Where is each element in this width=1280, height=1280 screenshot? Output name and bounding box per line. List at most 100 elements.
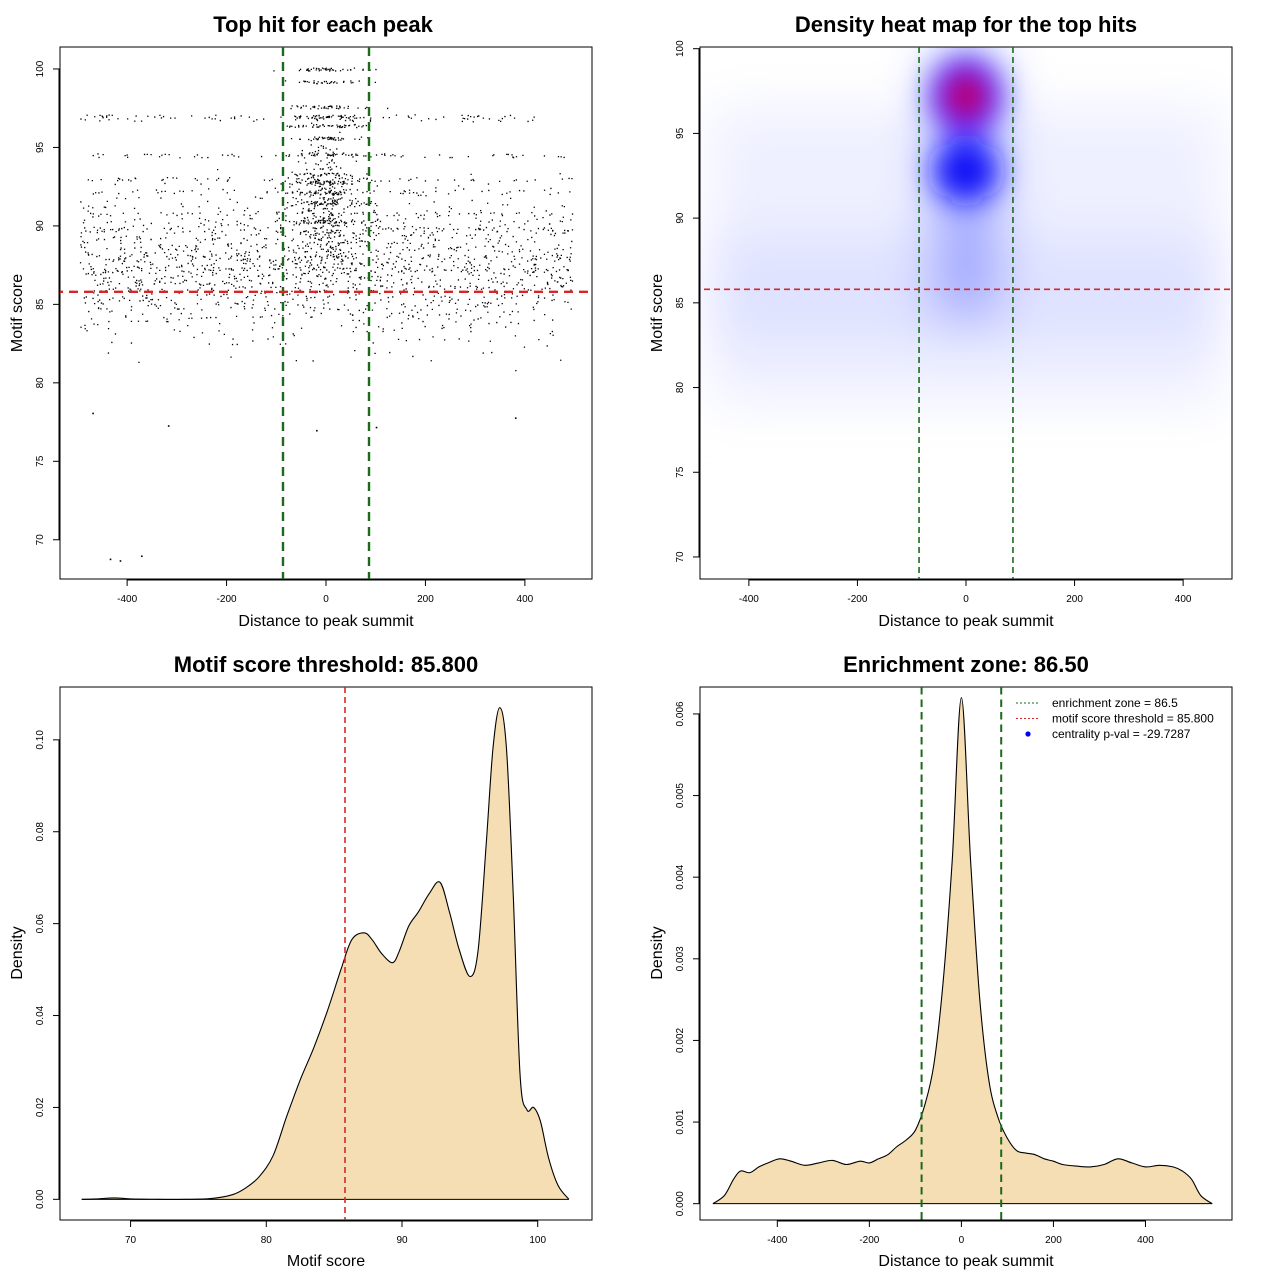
y-tick-label: 0.02 [35, 1097, 46, 1117]
scatter-point [375, 426, 378, 429]
plot-frame [59, 46, 593, 580]
y-tick-label: 0.00 [35, 1189, 46, 1209]
y-tick-label: 75 [35, 455, 46, 467]
x-axis-ticks: -400 -200 0 200 400 [117, 579, 534, 605]
scatter-point [119, 560, 122, 562]
legend-label: enrichment zone = 86.5 [1052, 696, 1178, 710]
x-tick-label: -400 [739, 594, 759, 605]
scatter-point-cloud [79, 67, 574, 372]
density-fill [712, 697, 1213, 1204]
heatmap-panel: Density heat map for the top hits -400 -2… [649, 12, 1233, 630]
y-tick-label: 0.004 [675, 864, 686, 889]
y-tick-label: 0.002 [675, 1027, 686, 1052]
y-tick-label: 95 [35, 141, 46, 153]
y-axis-ticks: 0.000 0.001 0.002 0.003 0.004 0.005 0.006 [675, 701, 700, 1216]
x-tick-label: 400 [517, 594, 534, 605]
y-tick-label: 100 [675, 40, 686, 57]
scatter-point-cloud-path [79, 67, 574, 372]
x-axis-label: Distance to peak summit [238, 613, 414, 630]
scatter-points [92, 412, 517, 562]
y-axis-label: Density [649, 926, 666, 979]
x-tick-label: 70 [125, 1235, 137, 1246]
plot-frame [59, 686, 593, 1221]
x-axis-ticks: -400 -200 0 200 400 [739, 579, 1192, 605]
scatter-point [92, 412, 94, 415]
x-axis-ticks: 70 80 90 100 [125, 1220, 546, 1246]
y-tick-label: 0.04 [35, 1005, 46, 1025]
y-axis-ticks: 70 75 80 85 90 95 100 [675, 40, 700, 563]
plot-frame [699, 686, 1233, 1221]
legend-entry: enrichment zone = 86.5 [1016, 696, 1178, 710]
x-tick-label: 400 [1137, 1235, 1154, 1246]
y-tick-label: 0.006 [675, 701, 686, 726]
y-tick-label: 0.10 [35, 730, 46, 750]
density-peak [924, 130, 1008, 211]
chart-title: Enrichment zone: 86.50 [843, 652, 1089, 677]
density-line [712, 697, 1213, 1205]
x-tick-label: 200 [1045, 1235, 1062, 1246]
x-tick-label: -200 [217, 594, 237, 605]
y-tick-label: 90 [675, 212, 686, 224]
x-tick-label: 200 [417, 594, 434, 605]
scatter-point [167, 425, 170, 427]
x-tick-label: -400 [117, 594, 137, 605]
x-tick-label: 0 [963, 594, 969, 605]
y-tick-label: 0.000 [675, 1191, 686, 1216]
chart-title: Top hit for each peak [213, 12, 433, 37]
y-tick-label: 0.005 [675, 783, 686, 808]
x-axis-label: Motif score [287, 1253, 365, 1270]
y-tick-label: 70 [675, 551, 686, 563]
y-tick-label: 0.08 [35, 822, 46, 842]
x-tick-label: 100 [529, 1235, 546, 1246]
scatter-panel: Top hit for each peak -400 -200 0 200 400 70… [9, 12, 593, 630]
y-tick-label: 85 [675, 297, 686, 309]
x-axis-label: Distance to peak summit [878, 613, 1054, 630]
scatter-point [109, 558, 112, 561]
legend-label: centrality p-val = -29.7287 [1052, 727, 1191, 741]
y-axis-label: Density [9, 926, 26, 979]
scatter-point [316, 429, 318, 432]
y-tick-label: 90 [35, 220, 46, 232]
density-fill [81, 707, 569, 1200]
y-tick-label: 100 [35, 60, 46, 77]
y-axis-label: Motif score [9, 274, 26, 352]
density-curve [81, 707, 570, 1200]
y-tick-label: 80 [35, 377, 46, 389]
x-tick-label: 80 [261, 1235, 273, 1246]
legend: enrichment zone = 86.5 motif score thresh… [1016, 696, 1214, 741]
density-peak [924, 50, 1008, 143]
x-axis-ticks: -400 -200 0 200 400 [767, 1220, 1154, 1246]
scatter-point [514, 417, 517, 419]
y-tick-label: 95 [675, 127, 686, 139]
y-tick-label: 0.06 [35, 913, 46, 933]
reference-lines [920, 687, 1003, 1220]
x-axis-label: Distance to peak summit [878, 1253, 1054, 1270]
x-tick-label: -400 [767, 1235, 787, 1246]
x-tick-label: -200 [847, 594, 867, 605]
x-tick-label: -200 [859, 1235, 879, 1246]
y-axis-ticks: 70 75 80 85 90 95 100 [35, 60, 60, 545]
chart-title: Motif score threshold: 85.800 [174, 652, 478, 677]
heatmap-peaks [924, 50, 1008, 211]
legend-label: motif score threshold = 85.800 [1052, 712, 1214, 726]
x-tick-label: 0 [323, 594, 329, 605]
distance-density-panel: Enrichment zone: 86.50 -400 -200 0 200 400 0… [649, 652, 1233, 1270]
density-heatmap [700, 47, 1232, 579]
legend-entry: centrality p-val = -29.7287 [1025, 727, 1191, 741]
y-tick-label: 75 [675, 466, 686, 478]
legend-point-icon [1025, 731, 1031, 737]
y-tick-label: 0.001 [675, 1109, 686, 1134]
x-tick-label: 0 [959, 1235, 965, 1246]
reference-lines [700, 47, 1232, 579]
x-tick-label: 90 [396, 1235, 408, 1246]
reference-lines [60, 47, 592, 579]
chart-title: Density heat map for the top hits [795, 12, 1137, 37]
density-curve [712, 697, 1213, 1205]
scatter-point [141, 555, 143, 558]
y-axis-label: Motif score [649, 274, 666, 352]
y-tick-label: 85 [35, 298, 46, 310]
x-tick-label: 200 [1066, 594, 1083, 605]
density-line [81, 707, 570, 1200]
x-tick-label: 400 [1175, 594, 1192, 605]
